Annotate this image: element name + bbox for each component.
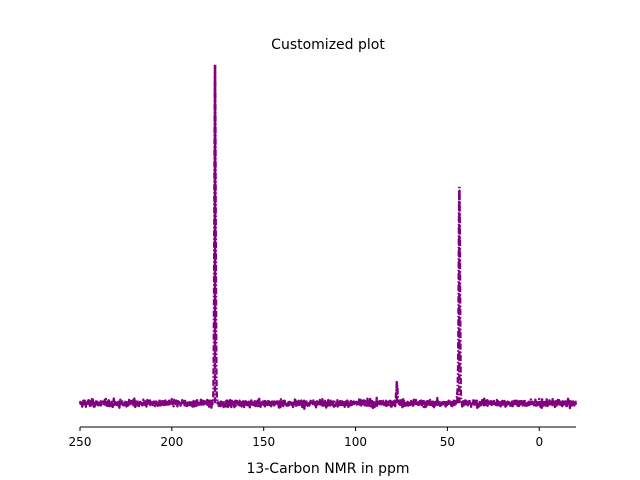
chart-title: Customized plot <box>271 37 385 53</box>
x-tick-label: 150 <box>252 435 275 449</box>
x-tick-label: 100 <box>344 435 367 449</box>
plot-area <box>78 64 578 410</box>
x-axis-label: 13-Carbon NMR in ppm <box>246 461 409 477</box>
spectrum-line-0 <box>78 65 578 410</box>
x-tick-label: 200 <box>160 435 183 449</box>
x-tick-label: 50 <box>440 435 455 449</box>
x-tick-label: 250 <box>69 435 92 449</box>
x-axis-ticks: 250 200 150 100 50 0 <box>69 427 543 449</box>
x-tick-label: 0 <box>535 435 543 449</box>
